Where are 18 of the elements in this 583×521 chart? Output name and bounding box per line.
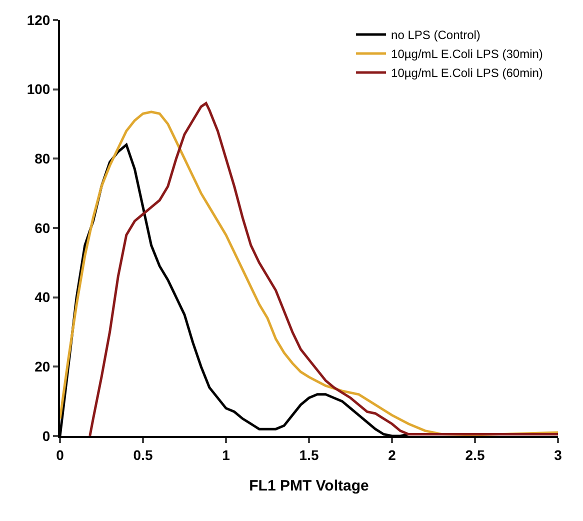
y-tick-label: 60 — [34, 220, 50, 236]
y-tick-label: 100 — [26, 81, 50, 98]
x-tick-label: 0 — [56, 446, 64, 463]
x-tick-label: 1 — [222, 446, 230, 463]
legend-label: 10µg/mL E.Coli LPS (60min) — [391, 66, 543, 80]
y-tick-label: 20 — [34, 358, 50, 375]
y-tick-label: 0 — [42, 428, 50, 444]
x-tick-label: 3 — [554, 446, 562, 463]
y-tick-label: 40 — [34, 289, 50, 306]
legend-label: 10µg/mL E.Coli LPS (30min) — [391, 47, 543, 62]
x-tick-label: 2 — [388, 446, 396, 463]
legend-label: no LPS (Control) — [391, 28, 480, 42]
x-tick-label: 0.5 — [133, 446, 153, 463]
y-tick-label: 120 — [26, 12, 50, 28]
x-tick-label: 2.5 — [465, 446, 485, 463]
x-axis-title: FL1 PMT Voltage — [249, 477, 369, 494]
y-tick-label: 80 — [34, 150, 50, 167]
x-tick-label: 1.5 — [299, 446, 319, 463]
